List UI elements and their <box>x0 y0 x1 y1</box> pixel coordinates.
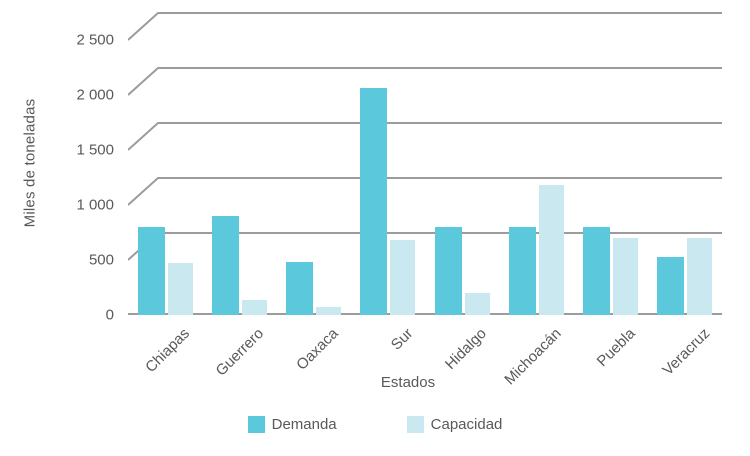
y-tick-label: 500 <box>88 251 114 269</box>
bar-group: Veracruz <box>657 238 713 379</box>
bar-demanda <box>434 227 462 315</box>
y-tick-label: 1 000 <box>76 196 114 214</box>
bar-group: Michoacán <box>501 185 564 388</box>
legend-item-demanda: Demanda <box>247 416 337 433</box>
bar-capacidad <box>241 299 267 315</box>
y-tick-label: 2 500 <box>76 31 114 49</box>
bars-area: Chiapas Guerrero Oaxaca Sur Hidalgo Michoacán… <box>128 0 722 388</box>
y-tick-label: 0 <box>105 306 114 324</box>
legend-label-capacidad: Capacidad <box>430 416 503 433</box>
plot-area: Chiapas Guerrero Oaxaca Sur Hidalgo Michoacán… <box>128 0 722 388</box>
category-label: Oaxaca <box>293 325 342 374</box>
category-label: Puebla <box>593 325 639 371</box>
gridline <box>128 12 722 41</box>
demanda-swatch-icon <box>247 416 265 433</box>
bar-demanda <box>508 227 536 315</box>
gridline <box>128 122 722 151</box>
bar-group: Hidalgo <box>434 227 490 373</box>
bar-capacidad <box>687 238 713 315</box>
bar-capacidad <box>538 185 564 315</box>
y-axis-ticks: 0 500 1 000 1 500 2 000 2 500 <box>0 0 120 330</box>
bar-group: Oaxaca <box>286 262 342 374</box>
bar-capacidad <box>613 238 639 315</box>
legend-label-demanda: Demanda <box>271 416 337 433</box>
bar-capacidad <box>316 306 342 315</box>
bar-demanda <box>286 262 314 315</box>
legend-item-capacidad: Capacidad <box>406 416 503 433</box>
category-label: Guerrero <box>212 325 268 380</box>
bar-demanda <box>583 227 611 315</box>
bar-demanda <box>211 216 239 315</box>
x-axis-title: Estados <box>380 374 436 391</box>
bar-capacidad <box>167 263 193 315</box>
category-label: Sur <box>387 325 416 354</box>
bar-group: Chiapas <box>137 227 193 376</box>
category-label: Veracruz <box>659 325 713 379</box>
bar-capacidad <box>390 240 416 315</box>
bar-group: Puebla <box>583 227 639 370</box>
capacidad-swatch-icon <box>406 416 424 433</box>
legend: Demanda Capacidad <box>0 416 750 433</box>
bar-demanda <box>657 256 685 315</box>
y-tick-label: 1 500 <box>76 141 114 159</box>
gridline <box>128 67 722 96</box>
bar-group: Guerrero <box>211 216 267 379</box>
y-tick-label: 2 000 <box>76 86 114 104</box>
bar-demanda <box>360 88 388 315</box>
category-label: Chiapas <box>142 325 194 376</box>
bar-group: Sur <box>360 88 416 354</box>
gridline <box>128 177 722 206</box>
category-label: Hidalgo <box>442 325 491 373</box>
bar-capacidad <box>464 293 490 315</box>
bar-demanda <box>137 227 165 315</box>
